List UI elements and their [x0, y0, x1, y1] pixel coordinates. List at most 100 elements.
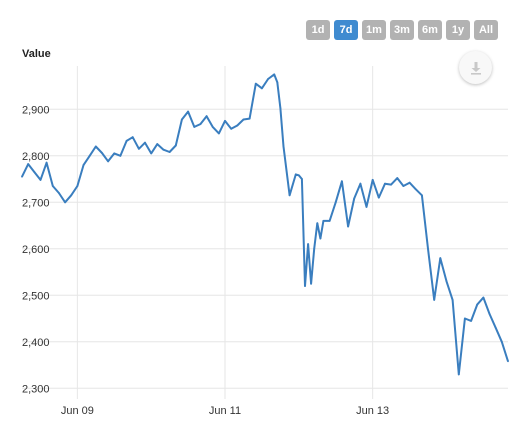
range-button-1d[interactable]: 1d	[306, 20, 330, 40]
data-point	[211, 126, 214, 128]
data-point	[421, 194, 423, 197]
data-point	[224, 120, 226, 122]
range-button-3m[interactable]: 3m	[390, 20, 414, 40]
data-point	[267, 78, 269, 80]
data-point	[187, 110, 190, 113]
data-point	[168, 151, 171, 153]
data-point	[181, 118, 183, 121]
series-line	[21, 73, 509, 376]
grid-lines	[22, 66, 508, 399]
data-point	[328, 220, 331, 222]
data-point	[347, 225, 349, 228]
data-point	[230, 127, 233, 130]
x-tick-label: Jun 09	[61, 405, 94, 417]
data-point	[304, 285, 306, 287]
data-point	[414, 188, 417, 191]
data-point	[205, 115, 208, 118]
data-point	[307, 243, 309, 246]
data-point	[427, 247, 429, 250]
data-point	[341, 180, 343, 183]
data-point	[131, 136, 134, 139]
data-point	[150, 152, 153, 155]
data-point	[457, 373, 460, 376]
data-point	[27, 163, 30, 166]
data-point	[301, 178, 303, 180]
data-point	[261, 87, 263, 90]
data-point	[359, 182, 362, 185]
y-axis-ticks: 2,300 2,400 2,500 2,600 2,700 2,800 2,900	[22, 104, 50, 395]
data-point	[279, 107, 282, 110]
data-point	[433, 299, 436, 301]
data-point	[482, 296, 485, 299]
data-point	[494, 326, 497, 329]
data-point	[384, 182, 386, 185]
x-axis-ticks: Jun 09 Jun 11 Jun 13	[61, 405, 389, 417]
data-point	[94, 145, 97, 148]
data-point	[371, 179, 374, 181]
y-tick-label: 2,300	[22, 383, 50, 395]
data-point	[500, 340, 503, 343]
data-point	[39, 179, 42, 181]
data-point	[113, 152, 116, 155]
data-point	[377, 196, 380, 199]
range-button-all[interactable]: All	[474, 20, 498, 40]
data-point	[101, 152, 103, 154]
data-point	[58, 192, 60, 194]
range-button-1y[interactable]: 1y	[446, 20, 470, 40]
data-point	[476, 303, 479, 306]
data-point	[408, 181, 411, 184]
range-button-7d[interactable]: 7d	[334, 20, 358, 40]
data-point	[316, 222, 319, 225]
data-point	[288, 194, 291, 197]
data-point	[218, 132, 220, 135]
data-point	[162, 148, 165, 151]
data-point	[88, 154, 91, 157]
data-point	[21, 175, 23, 178]
data-point	[310, 282, 312, 285]
y-tick-label: 2,800	[22, 151, 50, 163]
data-point	[402, 185, 405, 187]
data-point	[174, 144, 177, 147]
y-axis-title: Value	[22, 48, 51, 60]
y-tick-label: 2,400	[22, 337, 50, 349]
data-point	[138, 147, 140, 150]
data-point	[365, 206, 368, 208]
data-point	[390, 183, 392, 186]
data-point	[273, 73, 276, 76]
range-selector: 1d 7d 1m 3m 6m 1y All	[306, 20, 498, 40]
data-point	[199, 123, 202, 125]
data-point	[82, 164, 85, 167]
data-point	[439, 257, 442, 259]
data-point	[236, 124, 239, 127]
data-point	[156, 143, 159, 146]
x-tick-label: Jun 13	[356, 405, 389, 417]
data-point	[144, 141, 146, 144]
x-tick-label: Jun 11	[209, 405, 241, 417]
data-point	[464, 317, 466, 320]
data-point	[107, 160, 109, 163]
data-point	[507, 360, 509, 363]
data-point	[193, 126, 196, 128]
data-point	[313, 247, 316, 250]
data-point	[242, 118, 245, 121]
data-point	[276, 81, 279, 84]
data-point	[76, 185, 79, 187]
data-point	[445, 280, 448, 283]
y-tick-label: 2,900	[22, 104, 50, 116]
data-point	[470, 320, 472, 322]
data-point	[33, 171, 36, 173]
data-point	[282, 145, 285, 148]
export-button[interactable]	[459, 51, 492, 84]
data-point	[294, 173, 297, 176]
data-point	[322, 220, 325, 222]
range-button-1m[interactable]: 1m	[362, 20, 386, 40]
data-point	[248, 117, 251, 120]
y-tick-label: 2,500	[22, 290, 50, 302]
data-points	[21, 73, 509, 376]
data-point	[353, 197, 356, 200]
range-button-6m[interactable]: 6m	[418, 20, 442, 40]
data-point	[125, 140, 128, 142]
data-point	[119, 154, 122, 157]
data-point	[70, 194, 73, 197]
